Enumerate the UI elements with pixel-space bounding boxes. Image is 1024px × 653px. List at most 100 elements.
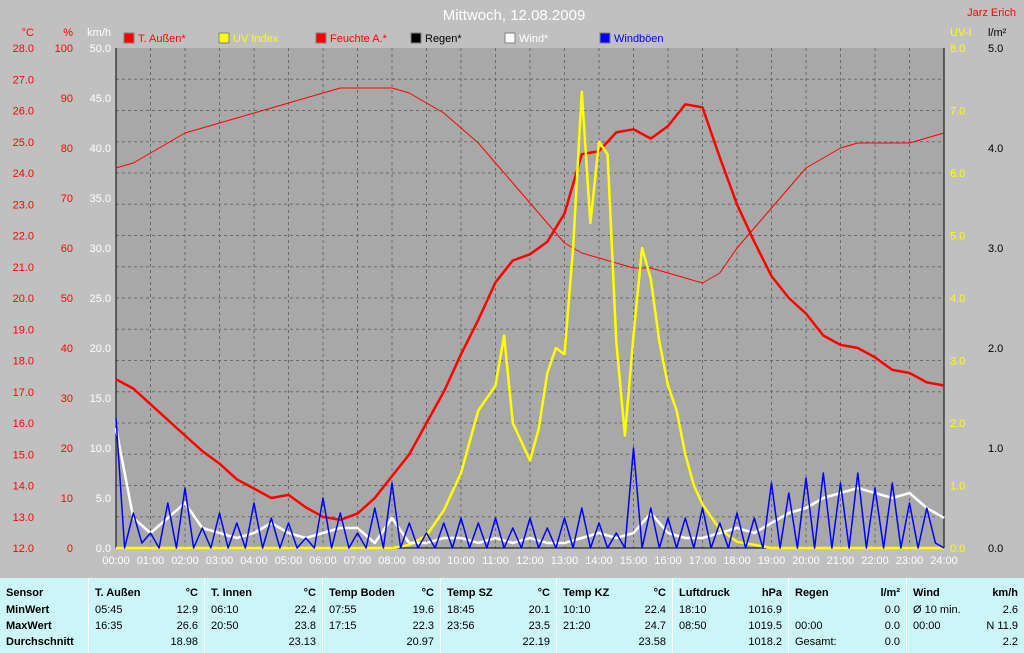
legend-swatch xyxy=(123,32,135,44)
stats-cell-value: 26.6 xyxy=(176,620,198,632)
stats-column-header: Temp SZ °C xyxy=(447,587,550,600)
stats-row: 06:10 22.4 xyxy=(211,604,316,617)
x-tick-label: 05:00 xyxy=(275,555,303,567)
stats-cell-value: 22.4 xyxy=(644,604,666,616)
temp-axis-tick-label: 20.0 xyxy=(13,293,34,305)
wind-axis-tick-label: 20.0 xyxy=(90,343,111,355)
humidity-axis-tick-label: 30 xyxy=(61,393,73,405)
stats-cell-time: Ø 10 min. xyxy=(913,604,961,616)
x-tick-label: 09:00 xyxy=(413,555,441,567)
series-t-außen-line xyxy=(115,103,945,522)
stats-cell-value: 24.7 xyxy=(644,620,666,632)
chart-author: Jarz Erich xyxy=(967,7,1016,19)
wind-axis-tick-label: 45.0 xyxy=(90,93,111,105)
wind-axis-tick-label: 50.0 xyxy=(90,43,111,55)
stats-column-header: Wind km/h xyxy=(913,587,1018,600)
stats-cell-value: 23.5 xyxy=(528,620,550,632)
wind-axis-unit-label: km/h xyxy=(87,27,111,39)
stats-cell-value: 20.97 xyxy=(406,636,434,648)
stats-cell-value: N 11.9 xyxy=(986,620,1018,632)
stats-cell-time: 18:10 xyxy=(679,604,707,616)
stats-column-header: T. Außen °C xyxy=(95,587,198,600)
uv-axis-tick-label: 3.0 xyxy=(950,356,965,368)
wind-axis-tick-label: 30.0 xyxy=(90,243,111,255)
stats-column-header: Temp Boden °C xyxy=(329,587,434,600)
uv-axis-tick-label: 1.0 xyxy=(950,481,965,493)
stats-row: 2.2 xyxy=(913,636,1018,649)
stats-row: 23.13 xyxy=(211,636,316,649)
temp-axis-tick-label: 28.0 xyxy=(13,43,34,55)
stats-header-unit: km/h xyxy=(992,587,1018,599)
stats-row: Gesamt: 0.0 xyxy=(795,636,900,649)
chart-canvas: 00:00 01:00 02:00 03:00 04:00 05:00 06:00 07:00… xyxy=(13,7,1016,567)
stats-cell-time: 20:50 xyxy=(211,620,239,632)
uv-axis-tick-label: 4.0 xyxy=(950,293,965,305)
temp-axis-tick-label: 23.0 xyxy=(13,199,34,211)
stats-cell-value: 0.0 xyxy=(884,604,900,616)
temp-axis-tick-label: 25.0 xyxy=(13,137,34,149)
stats-cell-value: 18.98 xyxy=(170,636,198,648)
stats-cell-time: 21:20 xyxy=(563,620,591,632)
stats-header-unit: hPa xyxy=(761,587,782,599)
x-tick-label: 16:00 xyxy=(654,555,682,567)
stats-header-title: Temp KZ xyxy=(563,587,610,599)
stats-column-header: T. Innen °C xyxy=(211,587,316,600)
stats-cell-value: 22.3 xyxy=(412,620,434,632)
series-windböen-line xyxy=(115,417,945,549)
legend-label: T. Außen* xyxy=(138,33,186,45)
stats-header-title: Luftdruck xyxy=(679,587,730,599)
temp-axis-tick-label: 26.0 xyxy=(13,106,34,118)
stats-row: 18.98 xyxy=(95,636,198,649)
stats-cell-value: 2.2 xyxy=(1002,636,1018,648)
stats-row: 23.58 xyxy=(563,636,666,649)
stats-cell-value: 0.0 xyxy=(884,620,900,632)
stats-cell-value: 1018.2 xyxy=(748,636,782,648)
uv-axis-unit-label: UV-I xyxy=(950,27,971,39)
chart-title: Mittwoch, 12.08.2009 xyxy=(443,7,586,24)
stats-row: 1018.2 xyxy=(679,636,782,649)
stats-row: Durchschnitt xyxy=(6,636,82,649)
stats-row: 10:10 22.4 xyxy=(563,604,666,617)
stats-header-unit: °C xyxy=(421,587,434,599)
stats-row: 17:15 22.3 xyxy=(329,620,434,633)
temp-axis-tick-label: 18.0 xyxy=(13,356,34,368)
x-tick-label: 07:00 xyxy=(344,555,372,567)
stats-row: 16:35 26.6 xyxy=(95,620,198,633)
wind-axis-tick-label: 5.0 xyxy=(96,493,111,505)
stats-header-title: T. Außen xyxy=(95,587,141,599)
stats-header-unit: °C xyxy=(303,587,316,599)
humidity-axis-tick-label: 70 xyxy=(61,193,73,205)
stats-cell-value: 22.4 xyxy=(294,604,316,616)
rain-axis-tick-label: 2.0 xyxy=(988,343,1003,355)
x-tick-label: 03:00 xyxy=(206,555,234,567)
temp-axis-tick-label: 22.0 xyxy=(13,231,34,243)
stats-header-unit: °C xyxy=(653,587,666,599)
stats-cell-time: 00:00 xyxy=(795,620,823,632)
stats-column-t-außen: T. Außen °C 05:45 12.9 16:35 26.6 18.98 xyxy=(88,578,204,653)
stats-column-wind: Wind km/h Ø 10 min. 2.6 00:00 N 11.9 2.2 xyxy=(906,578,1024,653)
humidity-axis-tick-label: 80 xyxy=(61,143,73,155)
wind-axis-tick-label: 25.0 xyxy=(90,293,111,305)
x-tick-label: 20:00 xyxy=(792,555,820,567)
uv-axis-tick-label: 0.0 xyxy=(950,543,965,555)
wind-axis-tick-label: 35.0 xyxy=(90,193,111,205)
temp-axis-tick-label: 16.0 xyxy=(13,418,34,430)
stats-column-sensor: Sensor MinWert MaxWert Durchschnitt xyxy=(0,578,88,653)
uv-axis-tick-label: 7.0 xyxy=(950,106,965,118)
stats-column-temp-boden: Temp Boden °C 07:55 19.6 17:15 22.3 20.97 xyxy=(322,578,440,653)
stats-header-title: Regen xyxy=(795,587,829,599)
temp-axis-tick-label: 13.0 xyxy=(13,512,34,524)
stats-header-unit: l/m² xyxy=(880,587,900,599)
legend-label: Regen* xyxy=(425,33,462,45)
legend-label: Feuchte A.* xyxy=(330,33,388,45)
x-tick-label: 08:00 xyxy=(378,555,406,567)
stats-row: 20:50 23.8 xyxy=(211,620,316,633)
humidity-axis-tick-label: 10 xyxy=(61,493,73,505)
stats-header-unit: °C xyxy=(185,587,198,599)
x-tick-label: 14:00 xyxy=(585,555,613,567)
rain-axis-tick-label: 0.0 xyxy=(988,543,1003,555)
stats-row: 21:20 24.7 xyxy=(563,620,666,633)
x-tick-label: 13:00 xyxy=(551,555,579,567)
humidity-axis-tick-label: 20 xyxy=(61,443,73,455)
legend-label: Windböen xyxy=(614,33,664,45)
